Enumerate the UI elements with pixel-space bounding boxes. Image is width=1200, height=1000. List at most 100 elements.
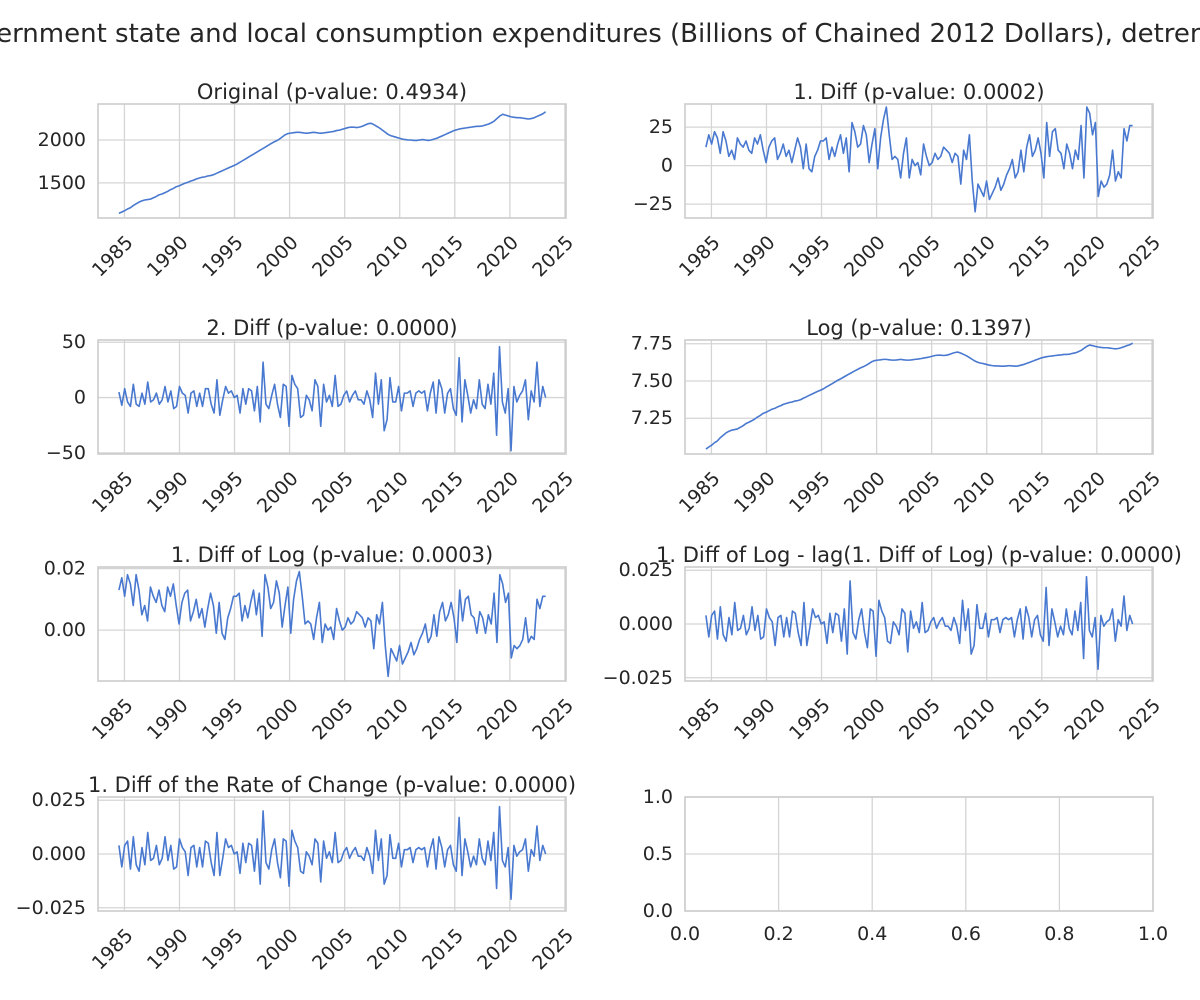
series-line-1 [705,575,1134,670]
x-tick-label: 1990 [143,232,193,282]
x-tick-label: 0.8 [1044,923,1074,945]
y-tick-label: 0.025 [32,789,86,811]
axes-frame [97,339,567,455]
x-tick-label: 2000 [253,695,303,745]
x-tick-label: 2010 [363,232,413,282]
axes-frame [97,566,567,682]
x-tick-label: 2025 [1115,468,1165,518]
x-tick-label: 2025 [528,925,578,975]
x-tick-label: 2010 [363,925,413,975]
x-tick-label: 2010 [363,468,413,518]
subplot-2: −25 0 25 1985 1990 1995 2000 2005 2010 2015 2020 20… [633,80,1165,281]
x-tick-label: 1990 [730,468,780,518]
subplot-title: Log (p-value: 0.1397) [806,316,1032,340]
x-tick-label: 2015 [418,232,468,282]
axes-frame [684,796,1154,912]
subplot-title: 1. Diff of Log - lag(1. Diff of Log) (p-… [656,543,1182,567]
x-tick-label: 1990 [143,468,193,518]
x-tick-label: 2020 [473,232,523,282]
subplot-8: 0.0 0.5 1.0 0.0 0.2 0.4 0.6 0.8 1.0 [643,786,1168,945]
y-tick-label: 2000 [38,129,86,151]
y-tick-label: 0 [74,387,86,409]
subplot-title: 2. Diff (p-value: 0.0000) [206,316,457,340]
y-tick-label: 7.25 [631,407,673,429]
x-tick-label: 1.0 [1138,923,1168,945]
series-line-1 [118,805,547,900]
x-tick-label: 2020 [1060,468,1110,518]
subplot-5: 0.00 0.02 1985 1990 1995 2000 2005 2010 2015 2020… [44,543,578,744]
x-tick-label: 2020 [473,925,523,975]
y-tick-label: 0.000 [619,613,673,635]
x-tick-label: 0.0 [670,923,700,945]
x-tick-label: 2020 [1060,695,1110,745]
x-tick-label: 2010 [950,232,1000,282]
y-tick-label: 0.0 [643,900,673,922]
x-tick-label: 2020 [473,468,523,518]
x-tick-label: 1995 [785,468,835,518]
x-tick-label: 1995 [785,232,835,282]
subplot-title: 1. Diff (p-value: 0.0002) [793,80,1044,104]
x-tick-label: 2000 [840,468,890,518]
x-tick-label: 1995 [198,695,248,745]
x-tick-label: 2000 [840,695,890,745]
x-tick-label: 1995 [785,695,835,745]
x-tick-label: 2025 [1115,695,1165,745]
x-tick-label: 1985 [675,695,725,745]
series-line-1 [705,342,1134,450]
y-tick-label: 1.0 [643,786,673,808]
x-tick-label: 1985 [88,695,138,745]
x-tick-label: 2005 [308,232,358,282]
x-tick-label: 1990 [143,925,193,975]
x-tick-label: 2000 [253,925,303,975]
y-tick-label: 0.5 [643,843,673,865]
series-line-1 [705,106,1133,213]
subplot-title: 1. Diff of the Rate of Change (p-value: … [88,773,576,797]
x-tick-label: 2010 [950,695,1000,745]
x-tick-label: 2025 [528,695,578,745]
subplot-4: 7.25 7.50 7.75 1985 1990 1995 2000 2005 2010 2015… [631,316,1165,517]
y-tick-label: 0.00 [44,619,86,641]
x-tick-label: 2015 [1005,468,1055,518]
x-tick-label: 2005 [308,468,358,518]
axes-frame [97,796,567,912]
x-tick-label: 0.2 [763,923,793,945]
x-tick-label: 2015 [1005,232,1055,282]
subplot-title: Original (p-value: 0.4934) [197,80,467,104]
axes-frame [684,339,1154,455]
x-tick-label: 2000 [253,468,303,518]
x-tick-label: 1985 [88,232,138,282]
axes-frame [684,103,1154,219]
axes-frame [97,103,567,219]
x-tick-label: 1990 [730,232,780,282]
x-tick-label: 1985 [675,468,725,518]
subplot-7: −0.025 0.000 0.025 1985 1990 1995 2000 2005 2010… [16,773,578,974]
series-line-1 [118,570,546,678]
y-tick-label: 1500 [38,172,86,194]
x-tick-label: 2020 [473,695,523,745]
x-tick-label: 2015 [1005,695,1055,745]
x-tick-label: 2025 [528,232,578,282]
x-tick-label: 1990 [143,695,193,745]
x-tick-label: 2005 [895,468,945,518]
y-tick-label: −25 [633,193,673,215]
series-line-1 [118,345,547,452]
x-tick-label: 0.6 [951,923,981,945]
x-tick-label: 1990 [730,695,780,745]
x-tick-label: 2005 [308,925,358,975]
figure-suptitle: Government state and local consumption e… [0,19,1200,49]
y-tick-label: 50 [62,331,86,353]
series-line-1 [118,111,547,215]
x-tick-label: 1985 [88,468,138,518]
y-tick-label: 7.75 [631,333,673,355]
x-tick-label: 2005 [895,232,945,282]
x-tick-label: 2000 [840,232,890,282]
subplot-3: −50 0 50 1985 1990 1995 2000 2005 2010 2015 2020 20… [46,316,578,517]
y-tick-label: 25 [649,116,673,138]
x-tick-label: 2000 [253,232,303,282]
x-tick-label: 2010 [950,468,1000,518]
x-tick-label: 2015 [418,695,468,745]
x-tick-label: 1995 [198,232,248,282]
y-tick-label: 0.025 [619,559,673,581]
